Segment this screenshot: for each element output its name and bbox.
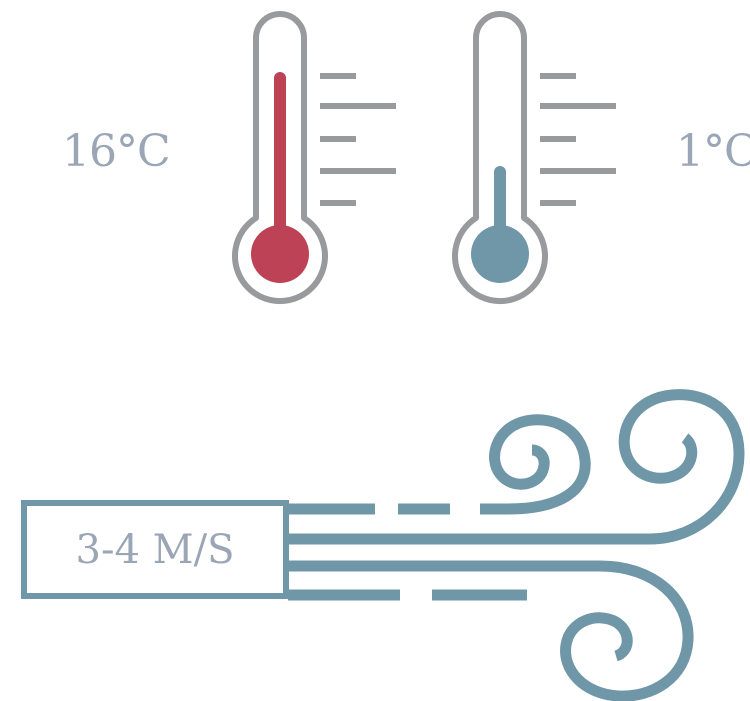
wind-speed-label: 3-4 M/S — [24, 503, 286, 596]
low-temperature-label: 1°C — [676, 130, 750, 174]
thermometer-warm-icon — [235, 14, 396, 301]
thermometer-cold-icon — [455, 14, 616, 301]
high-temperature-label: 16°C — [62, 130, 170, 174]
